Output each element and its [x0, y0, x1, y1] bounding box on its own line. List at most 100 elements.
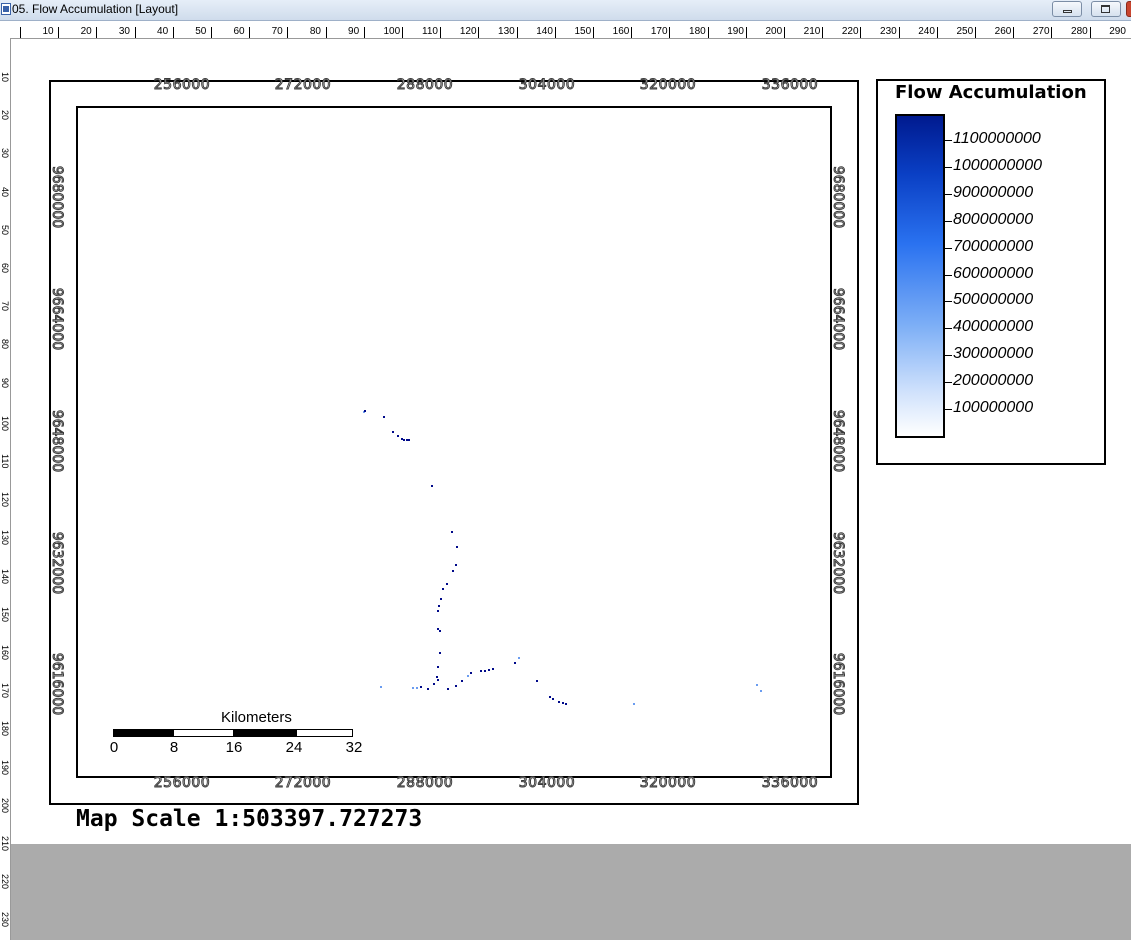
ruler-label: 230	[880, 26, 897, 37]
legend-color-ramp	[895, 114, 945, 438]
ruler-label: 10	[0, 72, 10, 83]
stream-cell	[562, 702, 564, 704]
x-grid-label-bottom: 288000	[396, 775, 454, 792]
x-grid-label-top: 288000	[396, 77, 454, 94]
ruler-label: 20	[80, 26, 92, 37]
scalebar-title: Kilometers	[221, 709, 292, 726]
maximize-button[interactable]	[1091, 1, 1121, 17]
stream-cell	[437, 610, 439, 612]
legend-label: 500000000	[953, 291, 1034, 309]
minimize-icon	[1063, 10, 1072, 13]
scalebar-label: 16	[225, 739, 243, 756]
stream-cell	[488, 669, 490, 671]
stream-cell	[452, 570, 454, 572]
ruler-label: 190	[727, 26, 744, 37]
stream-cell	[380, 686, 382, 688]
ruler-label: 50	[195, 26, 207, 37]
ruler-label: 80	[309, 26, 321, 37]
y-grid-label-left: 9616000	[49, 652, 66, 716]
ruler-label: 120	[0, 492, 10, 508]
stream-cell	[439, 652, 441, 654]
y-grid-label-left: 9632000	[49, 531, 66, 595]
ruler-label: 100	[0, 415, 10, 431]
ruler-tick	[58, 27, 60, 38]
stream-cell	[565, 703, 567, 705]
stream-cell	[408, 439, 410, 441]
maximize-icon	[1101, 5, 1110, 13]
legend-label: 100000000	[953, 399, 1034, 416]
ruler-tick	[898, 27, 900, 38]
ruler-label: 60	[0, 263, 10, 274]
ruler-tick	[478, 27, 480, 38]
ruler-label: 30	[0, 148, 10, 159]
ruler-tick	[96, 27, 98, 38]
stream-cell	[427, 688, 429, 690]
legend-tick	[944, 409, 952, 410]
stream-cell	[514, 662, 516, 664]
stream-cell	[484, 670, 486, 672]
scalebar[interactable]	[113, 729, 353, 737]
stream-cell	[455, 685, 457, 687]
stream-cell	[439, 630, 441, 632]
stream-cell	[447, 688, 449, 690]
x-grid-label-bottom: 304000	[518, 775, 576, 792]
stream-cell	[416, 687, 418, 689]
stream-cell	[433, 683, 435, 685]
stream-cell	[552, 698, 554, 700]
legend-tick	[944, 247, 952, 249]
layout-document-icon	[1, 3, 11, 15]
legend-label: 300000000	[953, 345, 1034, 363]
ruler-tick	[440, 27, 442, 38]
legend-tick	[944, 328, 952, 330]
horizontal-ruler: 10 20 30 40 50 60 70 80 90 100 110 120 130 140 150 160 1…	[0, 21, 1131, 39]
x-grid-label-top: 304000	[518, 77, 576, 94]
ruler-label: 130	[498, 26, 515, 37]
scalebar-label: 24	[285, 739, 303, 756]
stream-cell	[492, 668, 494, 670]
y-grid-label-right: 9664000	[830, 287, 847, 351]
ruler-label: 90	[0, 377, 10, 388]
minimize-button[interactable]	[1052, 1, 1082, 17]
ruler-tick	[975, 27, 976, 38]
ruler-label: 20	[0, 110, 10, 121]
stream-cell	[437, 666, 439, 668]
ruler-tick	[402, 27, 403, 38]
map-frame[interactable]	[49, 80, 859, 805]
close-button[interactable]	[1126, 1, 1131, 17]
legend-tick	[944, 274, 952, 276]
ruler-tick	[631, 27, 633, 38]
legend-tick	[944, 220, 952, 222]
stream-cell	[480, 670, 482, 672]
ruler-label: 30	[118, 26, 130, 37]
legend-tick	[944, 166, 952, 168]
x-grid-label-top: 256000	[153, 77, 211, 94]
ruler-tick	[860, 27, 862, 38]
ruler-tick	[172, 27, 174, 38]
ruler-label: 210	[0, 836, 10, 852]
ruler-label: 140	[536, 26, 553, 37]
ruler-label: 270	[1032, 26, 1050, 37]
map-data-area[interactable]	[76, 106, 832, 778]
stream-cell	[461, 680, 463, 682]
y-grid-label-right: 9632000	[830, 531, 847, 595]
stream-cell	[437, 679, 439, 681]
ruler-tick	[134, 27, 136, 38]
ruler-label: 220	[0, 874, 10, 890]
ruler-label: 170	[650, 26, 668, 37]
ruler-tick	[1051, 27, 1053, 38]
ruler-tick	[822, 27, 824, 38]
stream-cell	[760, 690, 762, 692]
ruler-tick	[936, 27, 938, 38]
x-grid-label-top: 272000	[274, 77, 332, 94]
stream-cell	[451, 531, 453, 533]
ruler-label: 230	[0, 912, 10, 928]
ruler-tick	[325, 27, 327, 38]
ruler-tick	[211, 27, 212, 38]
ruler-tick	[249, 27, 251, 38]
ruler-tick	[554, 27, 556, 38]
stream-cell	[401, 438, 403, 440]
legend-label: 1000000000	[953, 156, 1042, 174]
ruler-label: 40	[0, 186, 10, 197]
ruler-label: 260	[994, 26, 1012, 37]
legend-tick	[944, 140, 952, 141]
